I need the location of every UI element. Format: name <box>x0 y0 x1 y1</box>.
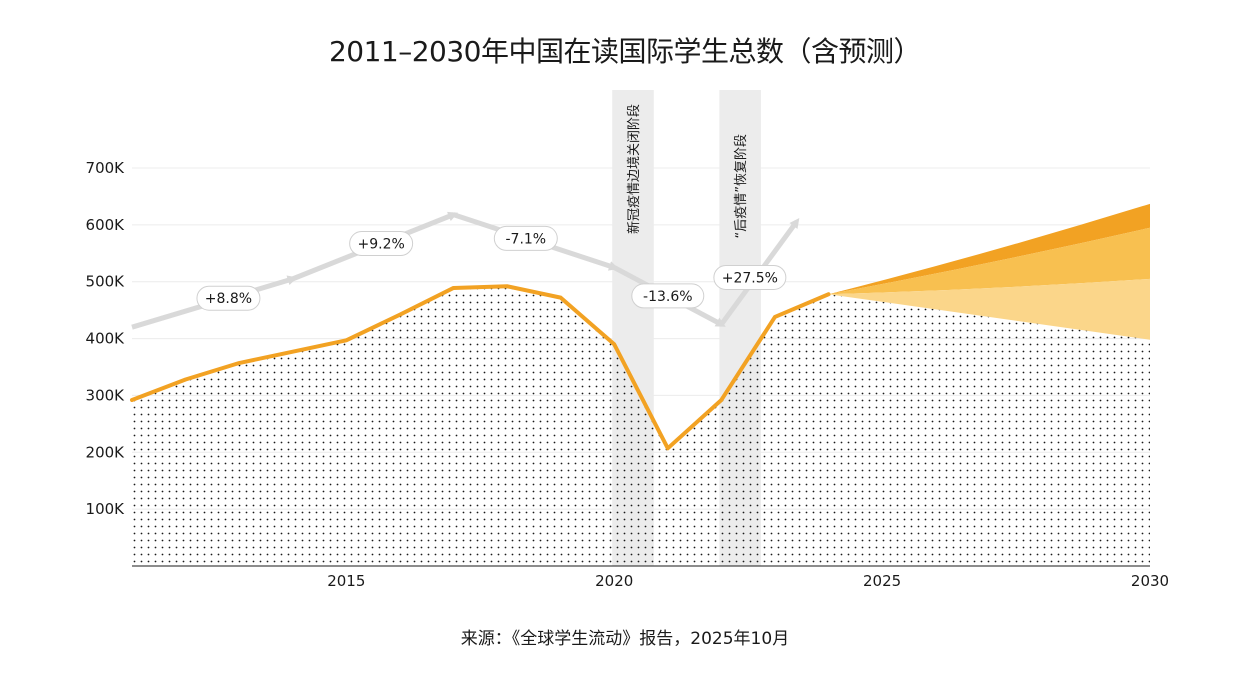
x-tick-label: 2030 <box>1131 572 1169 590</box>
growth-pill-label: +9.2% <box>357 237 404 253</box>
growth-pill <box>493 225 558 251</box>
y-tick-label: 700K <box>86 159 126 177</box>
axes-layer: 100K 200K 300K 400K 500K 600K 700K 2015 2020 2025… <box>86 159 1170 590</box>
growth-pill-label: +27.5% <box>722 270 778 286</box>
growth-pill <box>196 285 261 311</box>
series-line <box>130 284 831 451</box>
forecast-band-mid <box>828 227 1150 295</box>
forecast-area <box>828 203 1150 340</box>
y-tick-label: 600K <box>86 216 126 234</box>
forecast-band-low <box>828 278 1150 340</box>
y-tick-label: 200K <box>86 443 126 461</box>
growth-pill <box>631 283 705 309</box>
y-tick-label: 400K <box>86 330 126 348</box>
dotted-area <box>132 286 1150 566</box>
source-note: 来源：《全球学生流动》报告，2025年10月 <box>460 629 790 649</box>
student-total-line <box>130 284 831 451</box>
phase-band-label: “后疫情”恢复阶段 <box>733 134 749 238</box>
phase-band-label: 新冠疫情边境关闭阶段 <box>626 104 642 234</box>
growth-pill <box>349 231 414 257</box>
growth-pill <box>713 264 787 290</box>
y-tick-label: 100K <box>86 500 126 518</box>
y-tick-label: 500K <box>86 273 126 291</box>
growth-pill-label: -7.1% <box>505 231 546 247</box>
x-tick-label: 2025 <box>863 572 901 590</box>
growth-pill-label: -13.6% <box>643 289 693 305</box>
y-tick-label: 300K <box>86 386 126 404</box>
chart-title: 2011–2030年中国在读国际学生总数（含预测） <box>328 35 922 68</box>
x-tick-label: 2015 <box>327 572 365 590</box>
historical-area <box>132 286 1150 566</box>
growth-labels: +8.8% +9.2% -7.1% -13.6% +27.5% <box>196 225 787 311</box>
growth-pill-label: +8.8% <box>205 291 252 307</box>
x-tick-label: 2020 <box>595 572 633 590</box>
